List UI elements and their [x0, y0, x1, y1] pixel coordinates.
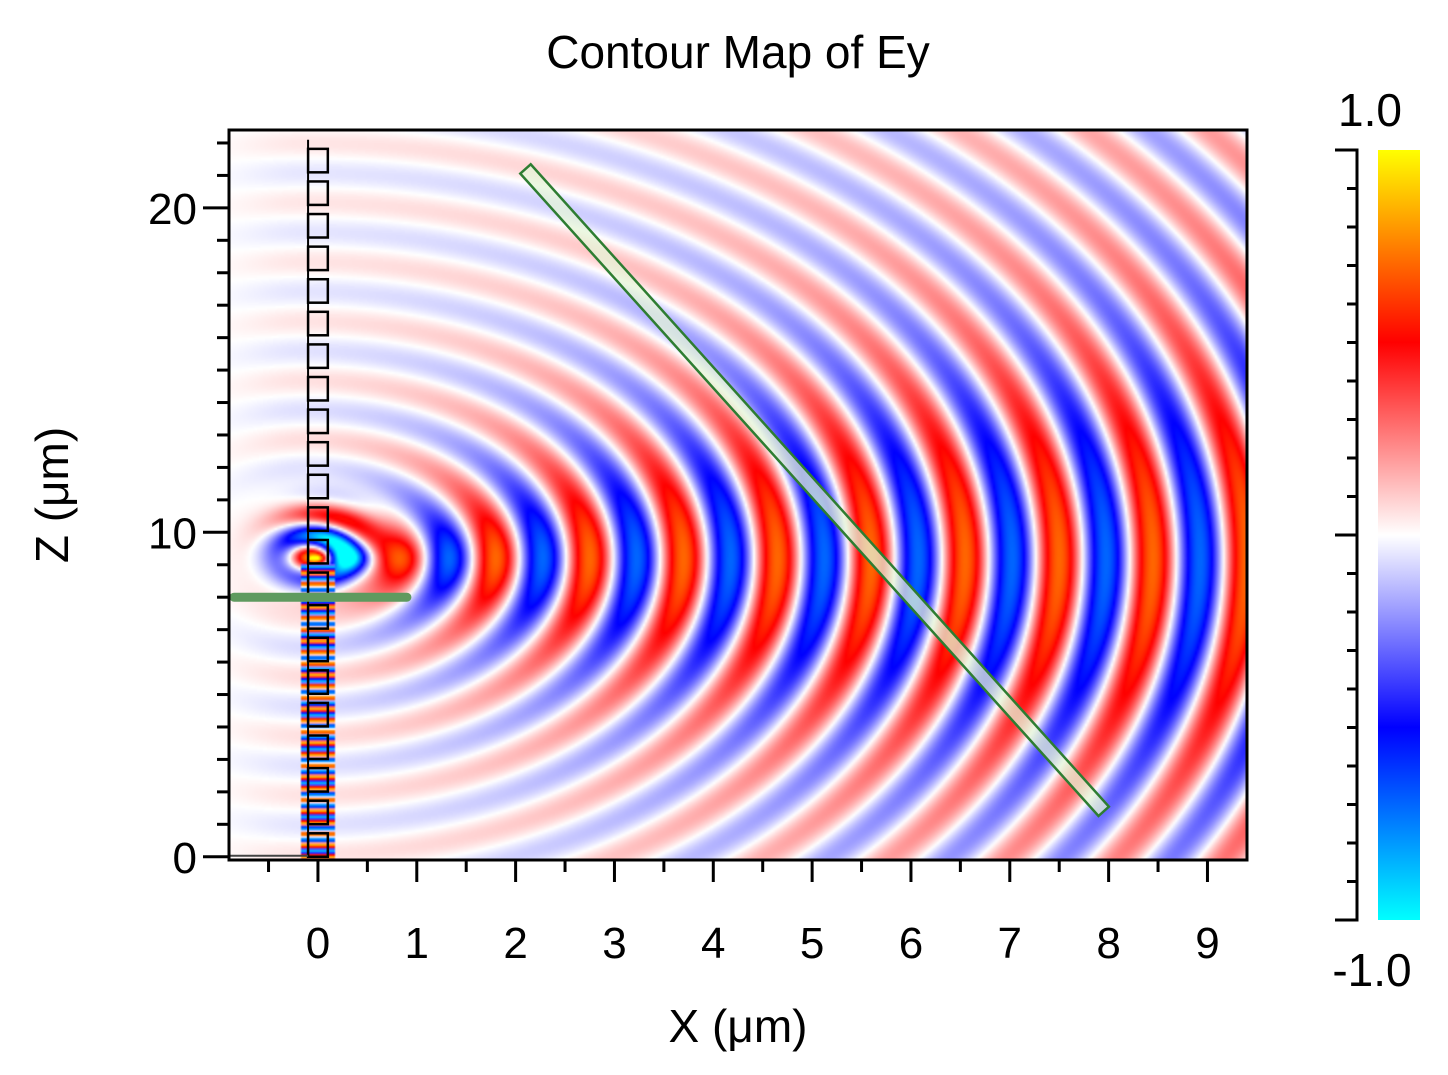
- x-tick-label: 3: [602, 919, 626, 968]
- x-axis-label: X (μm): [669, 1000, 808, 1052]
- colorbar-gradient: [1378, 150, 1420, 920]
- chart-title: Contour Map of Ey: [546, 26, 930, 78]
- plot-area: [229, 130, 1247, 860]
- y-axis-label: Z (μm): [26, 427, 78, 563]
- x-tick-label: 5: [800, 919, 824, 968]
- plot-frame: [227, 128, 1249, 862]
- y-axis: 0 10 20: [148, 141, 229, 883]
- y-tick-label: 0: [173, 834, 197, 883]
- x-axis: 0 1 2 3 4 5 6 7 8 9: [267, 860, 1220, 968]
- field-heatmap: [229, 130, 1247, 860]
- colorbar-max-label: 1.0: [1338, 84, 1402, 136]
- colorbar: 1.0 -1.0: [1332, 84, 1420, 996]
- y-tick-label: 20: [148, 185, 197, 234]
- x-tick-label: 0: [306, 919, 330, 968]
- x-tick-label: 6: [899, 919, 923, 968]
- y-tick-label: 10: [148, 509, 197, 558]
- x-tick-label: 1: [405, 919, 429, 968]
- x-tick-label: 9: [1195, 919, 1219, 968]
- colorbar-min-label: -1.0: [1332, 944, 1411, 996]
- structure-overlays: [229, 139, 1111, 859]
- x-tick-label: 7: [998, 919, 1022, 968]
- colorbar-ticks: [1335, 148, 1357, 922]
- x-tick-label: 2: [503, 919, 527, 968]
- diagonal-monitor-strip: [518, 162, 1111, 818]
- x-tick-label: 8: [1096, 919, 1120, 968]
- x-tick-label: 4: [701, 919, 725, 968]
